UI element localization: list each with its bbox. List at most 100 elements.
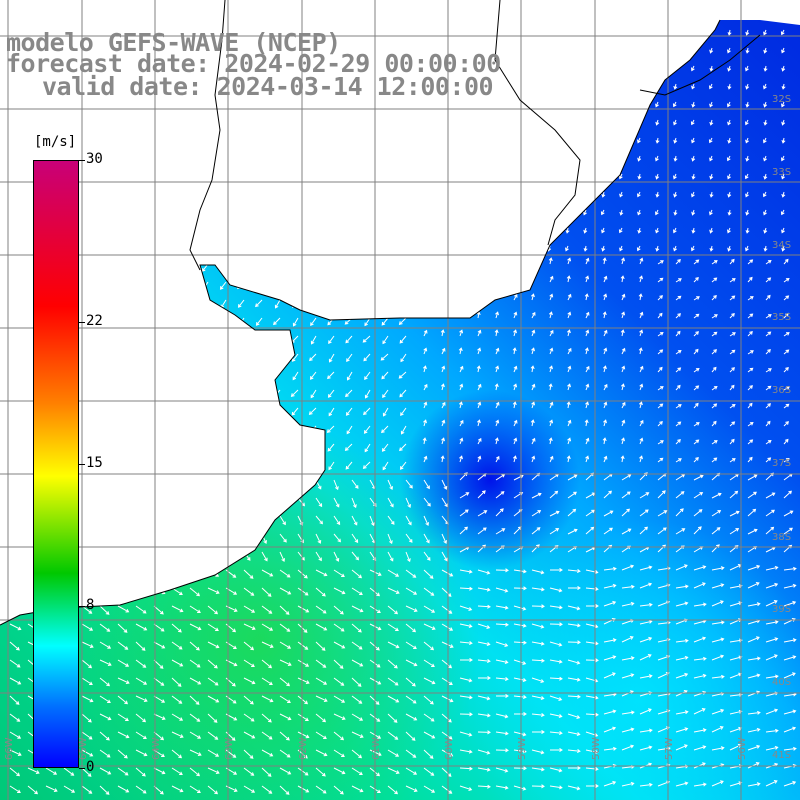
- wind-arrow: [243, 587, 255, 596]
- wind-arrow: [238, 425, 245, 435]
- wind-arrow: [135, 515, 144, 525]
- wind-arrow: [709, 245, 714, 252]
- wind-arrow: [310, 443, 317, 453]
- wind-arrow: [333, 785, 344, 795]
- wind-arrow: [189, 641, 200, 651]
- wind-arrow: [207, 533, 213, 545]
- wind-arrow: [655, 47, 659, 54]
- wind-arrow: [477, 767, 491, 772]
- wind-arrow: [693, 708, 706, 715]
- wind-arrow: [711, 510, 722, 517]
- wind-arrow: [111, 461, 119, 470]
- wind-arrow: [493, 191, 498, 198]
- wind-arrow: [3, 245, 11, 254]
- wind-arrow: [344, 263, 353, 271]
- wind-arrow: [423, 347, 428, 355]
- wind-arrow: [279, 623, 291, 632]
- wind-arrow: [675, 491, 685, 499]
- wind-arrow: [200, 299, 209, 307]
- wind-arrow: [585, 767, 599, 772]
- wind-arrow: [400, 407, 407, 417]
- wind-arrow: [81, 659, 93, 669]
- wind-arrow: [147, 263, 155, 272]
- wind-arrow: [81, 785, 93, 794]
- wind-arrow: [603, 655, 617, 661]
- wind-arrow: [619, 29, 624, 36]
- wind-arrow: [333, 623, 345, 632]
- wind-arrow: [745, 245, 749, 252]
- wind-arrow: [399, 209, 407, 218]
- wind-arrow: [423, 641, 435, 651]
- wind-arrow: [783, 386, 790, 391]
- wind-arrow: [420, 209, 425, 216]
- wind-arrow: [532, 729, 545, 735]
- wind-arrow: [256, 335, 263, 345]
- wind-arrow: [441, 749, 454, 757]
- wind-arrow: [585, 641, 599, 646]
- wind-arrow: [117, 551, 125, 561]
- wind-arrow: [548, 12, 551, 17]
- wind-arrow: [603, 293, 608, 301]
- wind-arrow: [315, 713, 327, 723]
- wind-arrow: [9, 479, 16, 490]
- wind-arrow: [675, 439, 681, 445]
- wind-arrow: [693, 636, 707, 643]
- wind-arrow: [135, 551, 142, 562]
- wind-arrow: [603, 672, 616, 679]
- wind-arrow: [328, 461, 335, 471]
- wind-arrow: [274, 281, 281, 291]
- wind-arrow: [673, 227, 677, 234]
- wind-arrow: [566, 12, 569, 17]
- wind-arrow: [308, 461, 317, 469]
- wind-arrow: [99, 533, 107, 543]
- wind-arrow: [549, 785, 563, 790]
- wind-arrow: [9, 695, 20, 705]
- wind-arrow: [729, 258, 735, 265]
- wind-arrow: [655, 101, 659, 108]
- wind-arrow: [547, 65, 552, 72]
- wind-arrow: [711, 726, 724, 733]
- wind-arrow: [780, 209, 785, 216]
- wind-arrow: [256, 443, 263, 453]
- wind-arrow: [457, 155, 462, 162]
- wind-arrow: [171, 695, 183, 704]
- wind-arrow: [9, 731, 22, 739]
- wind-arrow: [9, 551, 17, 562]
- wind-arrow: [345, 209, 353, 218]
- wind-arrow: [237, 119, 245, 128]
- wind-arrow: [94, 353, 101, 363]
- wind-arrow: [135, 641, 146, 651]
- wind-arrow: [387, 497, 394, 508]
- wind-arrow: [421, 191, 426, 198]
- wind-arrow: [459, 695, 473, 700]
- wind-arrow: [382, 335, 389, 345]
- wind-arrow: [117, 497, 126, 507]
- wind-arrow: [441, 551, 448, 562]
- wind-arrow: [495, 365, 500, 373]
- wind-arrow: [184, 317, 191, 327]
- wind-arrow: [405, 551, 411, 563]
- wind-arrow: [513, 419, 518, 427]
- wind-arrow: [783, 709, 797, 715]
- wind-arrow: [166, 173, 173, 183]
- wind-arrow: [153, 677, 165, 686]
- colorbar-tick-label: 30: [86, 151, 103, 167]
- wind-arrow: [726, 155, 731, 162]
- wind-arrow: [763, 101, 768, 108]
- wind-arrow: [99, 623, 111, 632]
- wind-arrow: [20, 299, 29, 307]
- wind-arrow: [441, 641, 454, 648]
- wind-arrow: [351, 497, 357, 509]
- wind-arrow: [529, 245, 534, 252]
- wind-arrow: [529, 101, 533, 108]
- wind-arrow: [256, 263, 263, 273]
- wind-arrow: [745, 155, 750, 162]
- wind-arrow: [601, 155, 605, 162]
- wind-arrow: [639, 745, 653, 751]
- wind-arrow: [183, 407, 191, 416]
- wind-arrow: [400, 353, 407, 363]
- wind-arrow: [189, 479, 196, 490]
- wind-arrow: [513, 695, 527, 700]
- wind-arrow: [380, 119, 389, 127]
- wind-arrow: [135, 659, 147, 668]
